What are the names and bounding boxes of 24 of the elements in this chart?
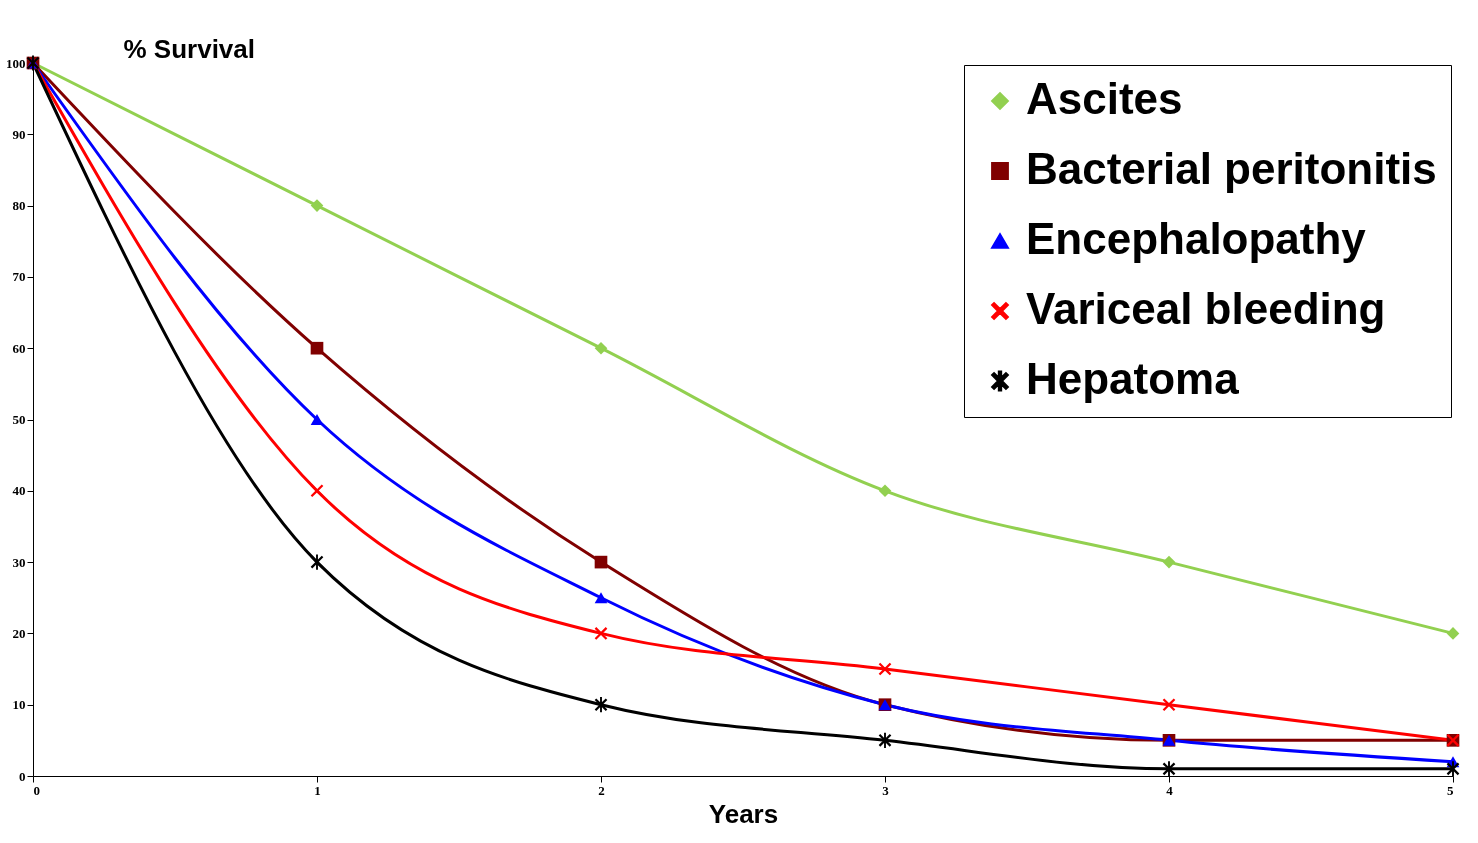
legend-label: Ascites — [1026, 74, 1183, 123]
y-axis-title: % Survival — [123, 33, 256, 64]
y-tick-label: 100 — [6, 55, 26, 71]
y-tick-label: 80 — [12, 198, 26, 214]
y-tick-label: 30 — [12, 554, 26, 570]
y-tick-label: 70 — [12, 269, 26, 285]
y-tick-label: 40 — [12, 483, 26, 499]
x-tick-label: 5 — [1447, 782, 1454, 798]
x-tick-label: 2 — [598, 782, 605, 798]
y-tick-label: 60 — [12, 340, 26, 356]
legend-label: Hepatoma — [1026, 354, 1240, 403]
x-tick-label: 4 — [1166, 782, 1174, 798]
y-tick-label: 20 — [12, 625, 26, 641]
x-tick-label: 1 — [314, 782, 321, 798]
x-tick-label: 3 — [882, 782, 890, 798]
legend-label: Encephalopathy — [1026, 214, 1367, 263]
y-tick-label: 0 — [19, 768, 26, 784]
legend-label: Bacterial peritonitis — [1026, 144, 1437, 193]
y-tick-label: 10 — [12, 697, 26, 713]
legend-label: Variceal bleeding — [1026, 284, 1386, 333]
y-tick-label: 90 — [12, 126, 26, 142]
x-axis-title: Years — [708, 798, 779, 829]
x-tick-label: 0 — [33, 782, 40, 798]
y-tick-label: 50 — [12, 412, 26, 427]
